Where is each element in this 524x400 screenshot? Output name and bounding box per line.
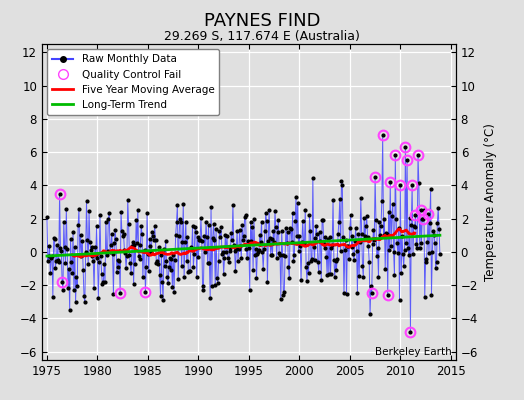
Text: 29.269 S, 117.674 E (Australia): 29.269 S, 117.674 E (Australia) (164, 30, 360, 43)
Y-axis label: Temperature Anomaly (°C): Temperature Anomaly (°C) (484, 123, 497, 281)
Legend: Raw Monthly Data, Quality Control Fail, Five Year Moving Average, Long-Term Tren: Raw Monthly Data, Quality Control Fail, … (47, 49, 220, 115)
Text: PAYNES FIND: PAYNES FIND (204, 12, 320, 30)
Text: Berkeley Earth: Berkeley Earth (375, 347, 452, 357)
